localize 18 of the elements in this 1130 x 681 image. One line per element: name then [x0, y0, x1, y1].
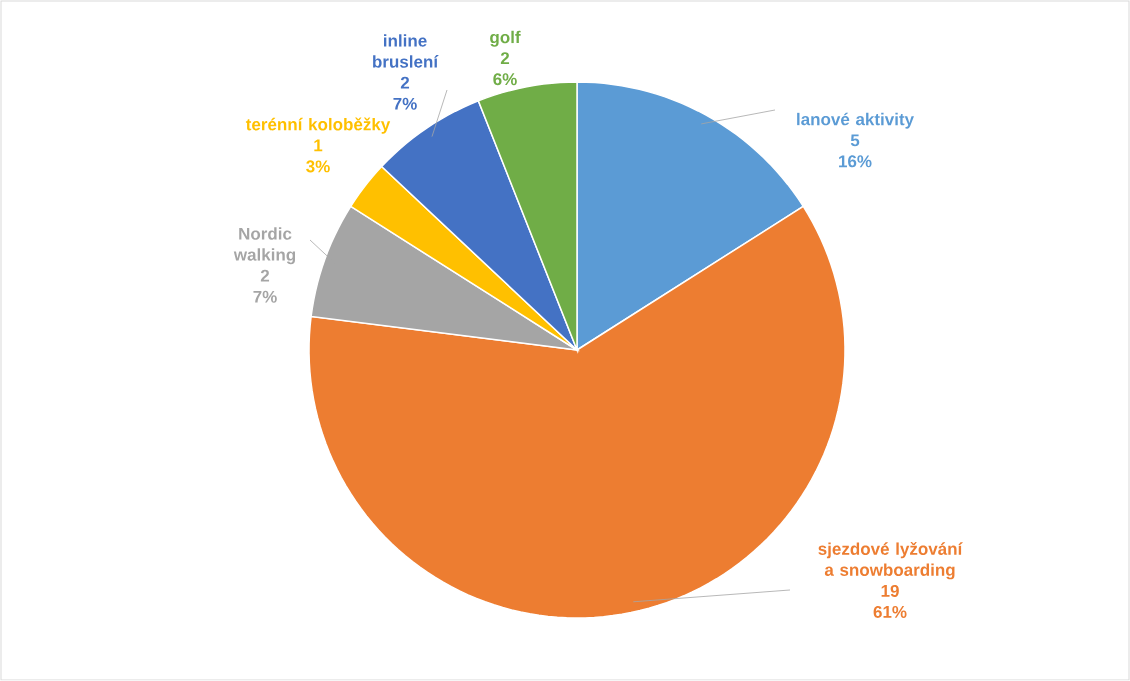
slice-label: sjezdové lyžování a snowboarding	[818, 542, 963, 580]
data-label: 7%	[253, 290, 277, 303]
text: 19	[881, 584, 899, 597]
data-label: 7%	[393, 97, 417, 110]
data-label: 3%	[306, 160, 330, 173]
slice-label: terénní koloběžky	[245, 117, 391, 134]
text: 2	[400, 76, 410, 89]
data-label: 16%	[839, 155, 872, 168]
slice-label: Nordic walking	[233, 227, 296, 265]
text: 2	[500, 52, 510, 65]
slice-label: inline bruslení	[373, 34, 439, 68]
data-label: 61%	[873, 605, 907, 618]
slice-label: lanové aktivity	[797, 112, 914, 129]
text: 2	[260, 269, 270, 282]
text: 1	[314, 139, 323, 152]
data-label: 6%	[493, 73, 517, 86]
slice-label: golf	[490, 30, 521, 47]
text: 5	[850, 134, 860, 147]
